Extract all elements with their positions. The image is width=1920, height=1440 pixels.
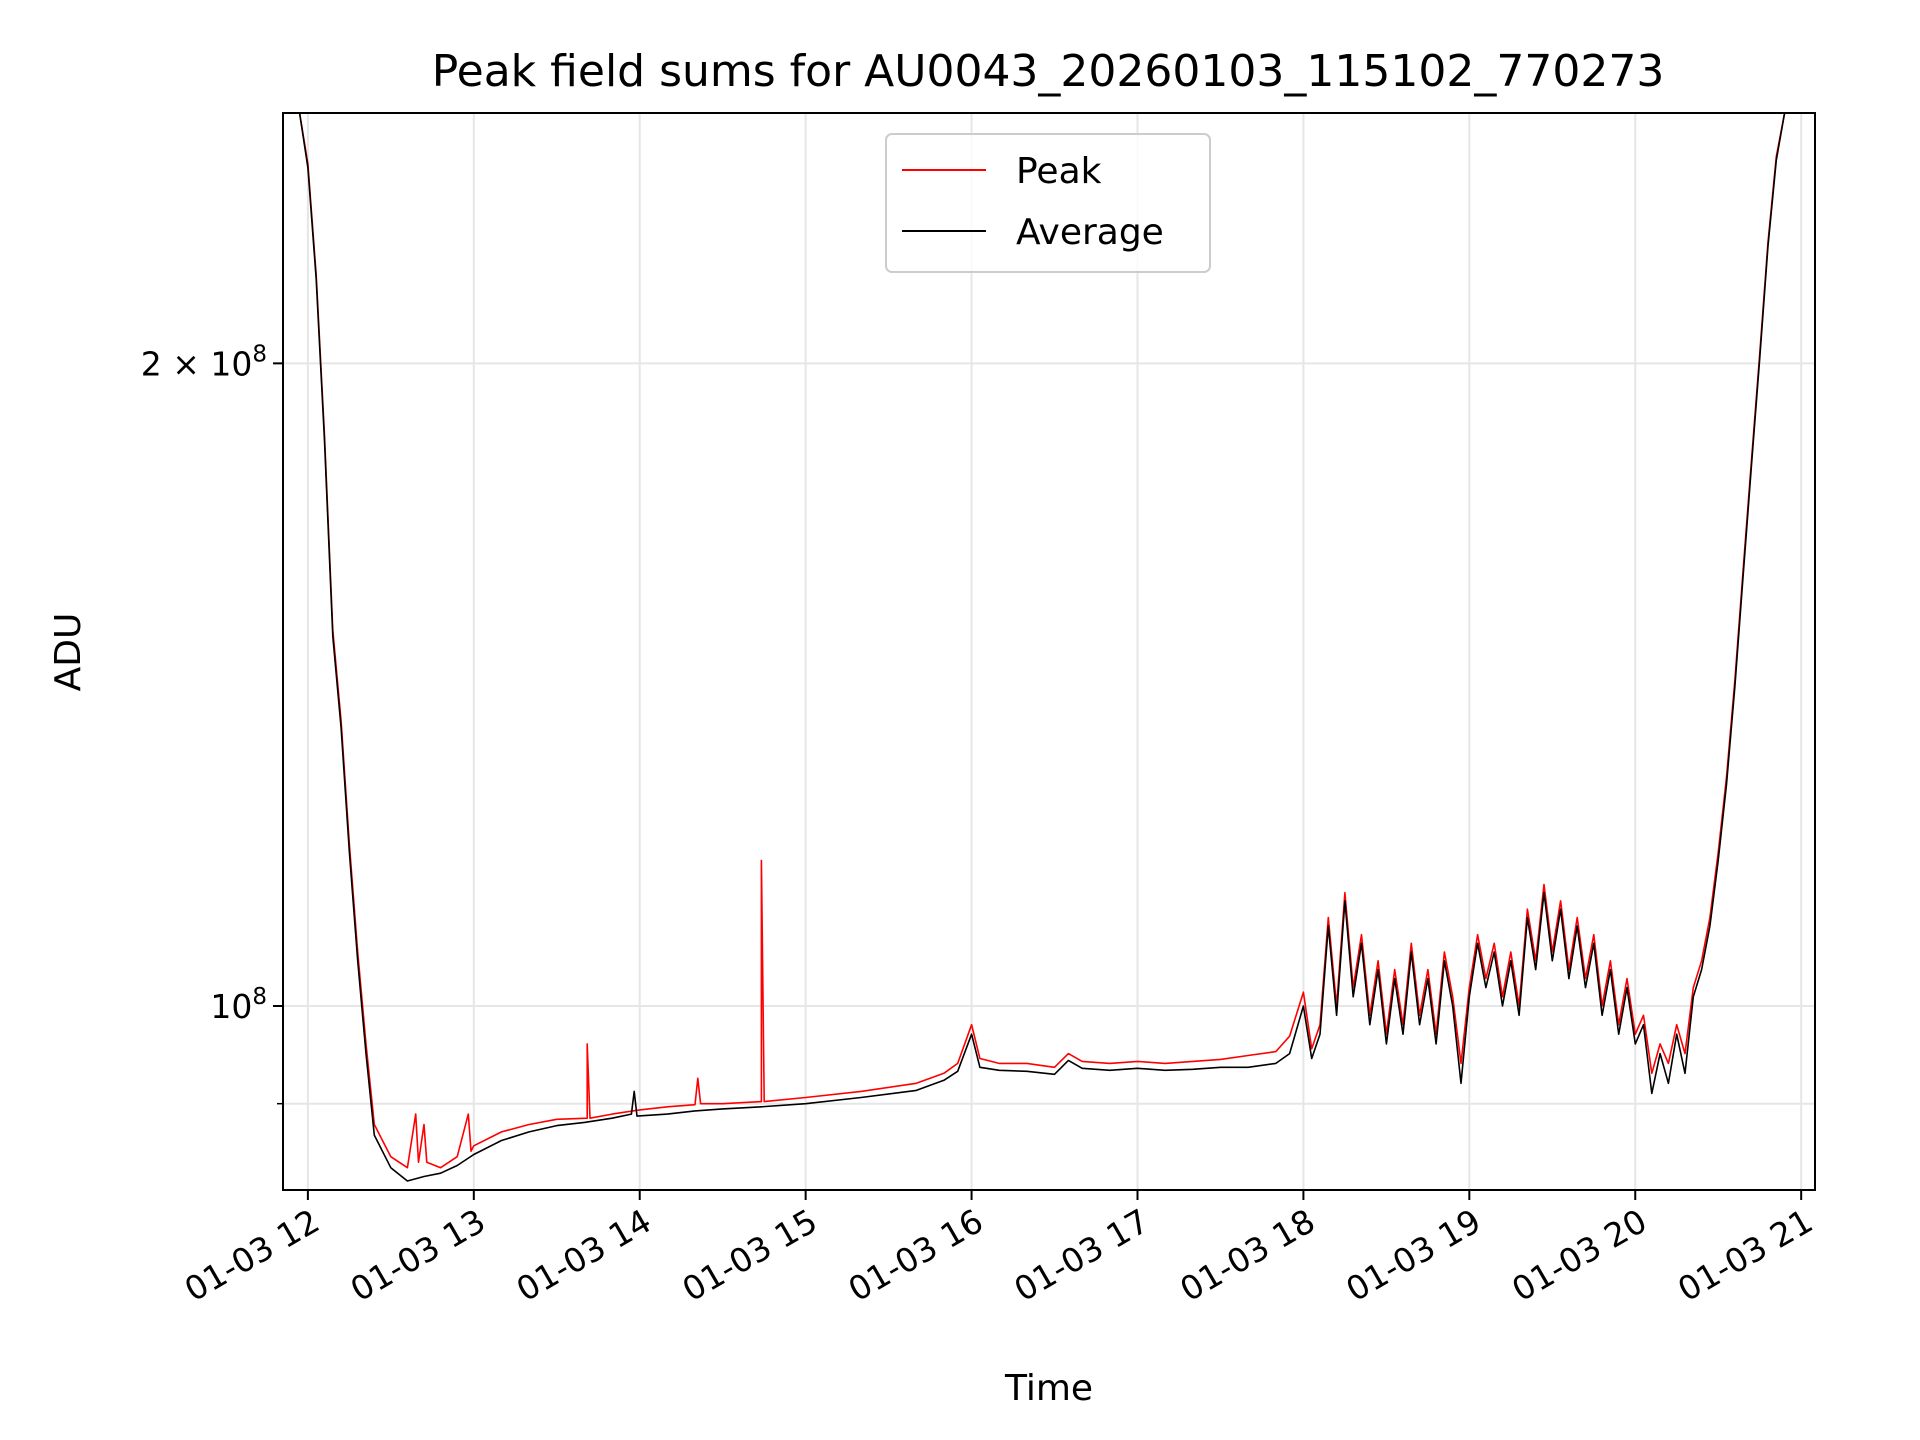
y-tick-label: 108 [210,984,267,1026]
grid [283,113,1815,1190]
legend: Peak Average [885,133,1211,273]
legend-label-average: Average [1016,212,1164,253]
series-line-peak [298,112,1786,1169]
series-line-average [298,112,1786,1182]
chart-title: Peak field sums for AU0043_20260103_1151… [432,46,1665,97]
y-tick-label: 2 × 108 [141,341,267,383]
x-axis-label: Time [1004,1368,1093,1409]
y-axis-label: ADU [48,613,89,692]
y-axis: 108 2 × 108 [141,341,283,1105]
series-layer [298,112,1786,1182]
legend-label-peak: Peak [1016,151,1102,192]
legend-box [885,133,1211,273]
plot-frame [282,112,1816,1191]
